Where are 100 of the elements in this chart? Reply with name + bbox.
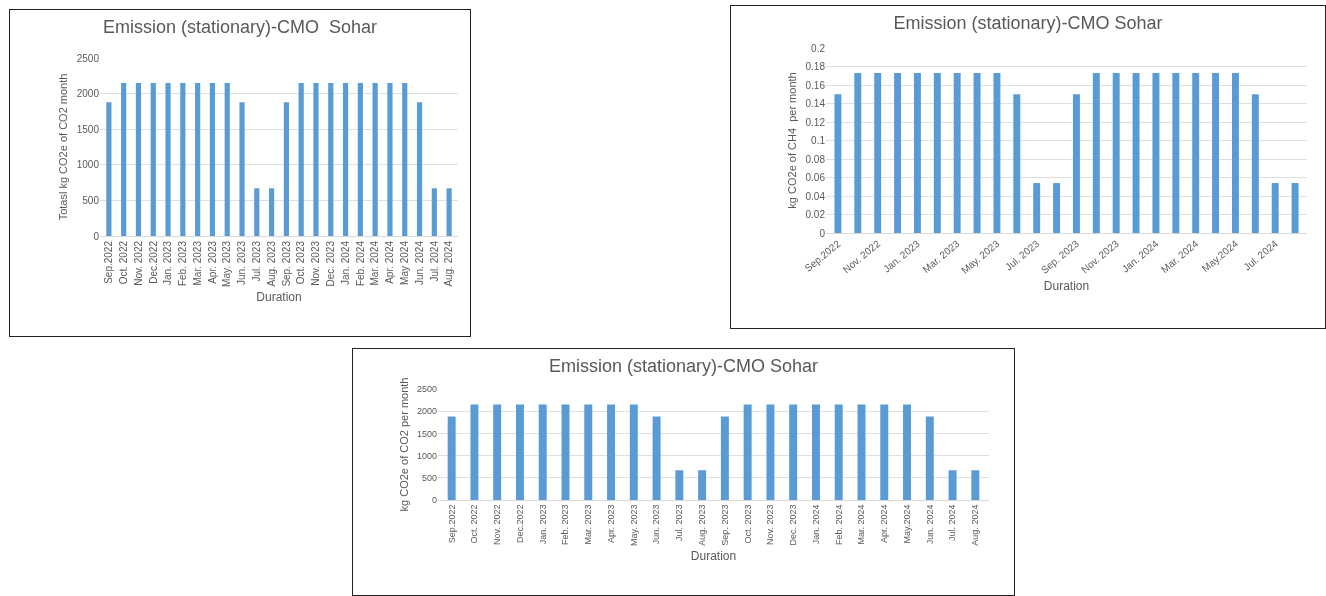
x-tick-label: Oct. 2022 [117, 240, 129, 285]
bar [209, 82, 216, 236]
bar [933, 72, 941, 233]
bar [313, 82, 319, 236]
bar [447, 416, 456, 500]
bar [402, 82, 408, 236]
x-tick-label: Feb. 2023 [177, 240, 189, 287]
bar [135, 82, 142, 236]
bar [1212, 72, 1220, 233]
bar [973, 72, 981, 233]
bar [180, 82, 186, 236]
x-axis-title: Duration [690, 548, 737, 563]
x-axis-title: Duration [256, 289, 302, 304]
x-axis-title: Duration [1043, 278, 1090, 293]
x-tick-label: Jul. 2023 [674, 504, 685, 542]
bar [607, 404, 616, 500]
x-tick-label: Mar. 2024 [369, 240, 381, 286]
bar [446, 188, 452, 236]
x-tick-label: Aug. 2024 [443, 240, 455, 287]
y-tick-label: 500 [421, 472, 437, 483]
bar [1152, 72, 1160, 233]
bar [894, 72, 902, 233]
y-tick-label: 500 [82, 194, 100, 206]
bar [538, 404, 547, 500]
bar [743, 404, 752, 500]
chart-title: Emission (stationary)-CMO Sohar [548, 355, 819, 376]
y-tick-label: 0.16 [805, 79, 826, 91]
x-tick-label: Jul. 2023 [251, 240, 263, 282]
x-tick-label: Mar. 2024 [856, 504, 867, 545]
x-tick-label: Jan. 2024 [810, 504, 821, 545]
y-tick-label: 0.18 [805, 61, 826, 72]
bar [1132, 72, 1140, 233]
bar [150, 82, 156, 236]
x-tick-label: Dec. 2023 [325, 240, 337, 287]
bar [283, 102, 289, 236]
bar [1053, 183, 1061, 233]
y-tick-label: 0 [819, 227, 826, 239]
y-tick-label: 0.1 [811, 135, 826, 146]
bar [1013, 94, 1021, 233]
bar [357, 82, 363, 236]
bar [1112, 72, 1120, 233]
x-tick-label: Sep.2022 [103, 240, 115, 284]
bar [165, 82, 171, 236]
x-tick-label: Jun. 2023 [651, 504, 662, 545]
x-tick-label: Sep. 2023 [280, 240, 292, 287]
bar [342, 82, 349, 236]
bar [880, 404, 889, 500]
bar [698, 470, 707, 500]
x-tick-label: Feb. 2023 [560, 504, 571, 546]
y-tick-label: 0.08 [805, 153, 826, 165]
x-tick-label: Oct. 2023 [742, 504, 753, 544]
bar [121, 82, 127, 236]
x-tick-label: Oct. 2023 [295, 240, 307, 285]
bar [925, 416, 934, 500]
bar [372, 82, 378, 236]
y-tick-label: 1000 [416, 450, 437, 461]
bar [515, 404, 524, 500]
bar [1271, 183, 1279, 233]
chart-title: Emission (stationary)-CMO Sohar [102, 16, 378, 37]
bar [789, 404, 798, 500]
y-axis-title: kg CO2e of CH4 per month [786, 72, 799, 209]
bar [269, 188, 275, 236]
y-tick-label: 0 [93, 230, 100, 242]
bar [195, 82, 201, 236]
y-tick-label: 0 [431, 495, 437, 506]
bar [903, 404, 912, 500]
x-tick-label: Jun. 2024 [413, 240, 425, 285]
y-tick-label: 1500 [76, 123, 100, 135]
bar [854, 72, 862, 233]
bar [298, 82, 304, 236]
x-tick-label: Sep. 2023 [719, 504, 730, 546]
bar [1231, 72, 1239, 233]
x-tick-label: Aug. 2023 [697, 504, 708, 546]
bar [431, 188, 437, 236]
y-tick-label: 2500 [416, 384, 437, 395]
y-tick-label: 0.14 [805, 98, 826, 109]
bar [720, 416, 729, 500]
chart-title: Emission (stationary)-CMO Sohar [893, 12, 1163, 33]
bar [584, 404, 593, 500]
x-tick-label: Jun. 2023 [236, 240, 248, 285]
bar [1251, 94, 1259, 233]
y-axis-title: Totasl kg CO2e of CO2 month [57, 73, 70, 221]
x-tick-label: Jan. 2023 [537, 504, 548, 545]
bar [652, 416, 661, 500]
y-tick-label: 2500 [76, 52, 100, 64]
bar [834, 404, 843, 500]
x-tick-label: Nov. 2022 [132, 240, 144, 286]
bar [913, 72, 921, 233]
y-tick-label: 1500 [416, 428, 437, 439]
y-tick-label: 1000 [76, 159, 100, 171]
x-tick-label: Dec. 2023 [788, 504, 799, 546]
x-tick-label: Dec.2022 [147, 240, 159, 284]
y-tick-label: 0.06 [805, 172, 826, 183]
y-tick-label: 0.2 [811, 42, 826, 54]
x-tick-label: Apr. 2024 [879, 504, 890, 544]
bar [1172, 72, 1180, 233]
bar [811, 404, 820, 500]
y-tick-label: 0.12 [805, 116, 826, 128]
x-tick-label: Nov. 2022 [492, 504, 503, 545]
bar [948, 470, 957, 500]
